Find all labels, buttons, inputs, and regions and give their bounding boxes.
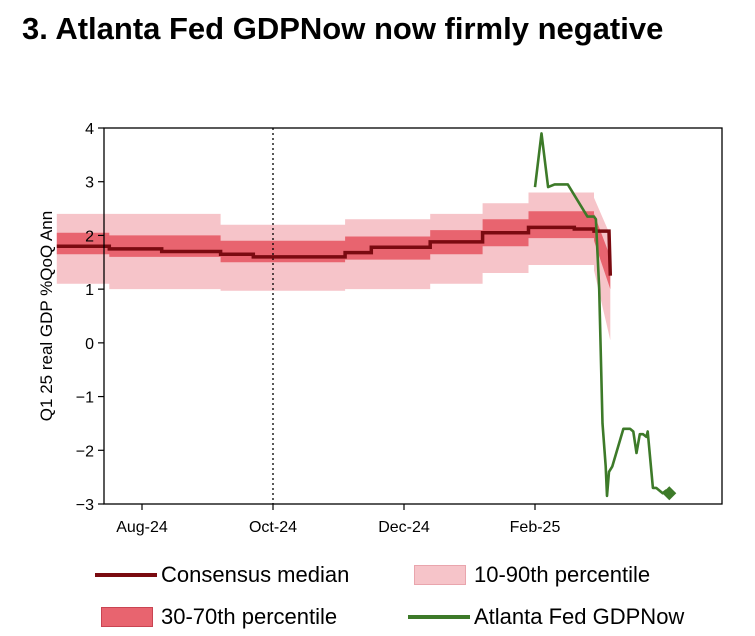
- legend-atlanta-fed-gdpnow: Atlanta Fed GDPNow: [408, 604, 684, 630]
- y-tick-label: 4: [85, 121, 94, 138]
- x-tick-label: Aug-24: [116, 519, 168, 536]
- y-axis-label: Q1 25 real GDP %QoQ Ann: [37, 211, 56, 421]
- legend-swatch-median: [95, 573, 157, 577]
- y-tick-label: 2: [85, 228, 94, 245]
- y-tick-label: −3: [76, 497, 94, 514]
- marker-gdpnow-diamond: [662, 486, 677, 501]
- legend-swatch-10-90: [414, 565, 466, 585]
- x-tick-label: Oct-24: [249, 519, 297, 536]
- chart-title: 3. Atlanta Fed GDPNow now firmly negativ…: [22, 11, 664, 46]
- x-tick-label: Feb-25: [510, 519, 561, 536]
- legend-swatch-30-70: [101, 607, 153, 627]
- legend-label: 10-90th percentile: [474, 562, 651, 587]
- y-axis: 4 3 2 1 0 −1 −2 −3: [76, 121, 104, 514]
- y-tick-label: 1: [85, 282, 94, 299]
- bands-layer: [56, 192, 611, 341]
- plot-frame: [103, 127, 723, 505]
- x-axis: Aug-24 Oct-24 Dec-24 Feb-25: [116, 504, 560, 536]
- band-30-70-percentile: [56, 211, 611, 290]
- line-atlanta-fed-gdpnow: [533, 132, 671, 498]
- legend-swatch-gdpnow: [408, 615, 470, 619]
- legend-consensus-median: Consensus median: [95, 562, 349, 588]
- lines-layer: [56, 128, 677, 504]
- band-10-90-percentile: [56, 192, 611, 341]
- legend-label: Atlanta Fed GDPNow: [474, 604, 685, 629]
- y-tick-label: 3: [85, 175, 94, 192]
- legend-label: Consensus median: [161, 562, 350, 587]
- line-consensus-median: [56, 225, 613, 276]
- legend-label: 30-70th percentile: [161, 604, 338, 629]
- y-tick-label: −2: [76, 443, 94, 460]
- y-tick-label: 0: [85, 336, 94, 353]
- legend-10-90-percentile: 10-90th percentile: [408, 562, 650, 588]
- legend-30-70-percentile: 30-70th percentile: [95, 604, 337, 630]
- x-tick-label: Dec-24: [378, 519, 430, 536]
- y-tick-label: −1: [76, 390, 94, 407]
